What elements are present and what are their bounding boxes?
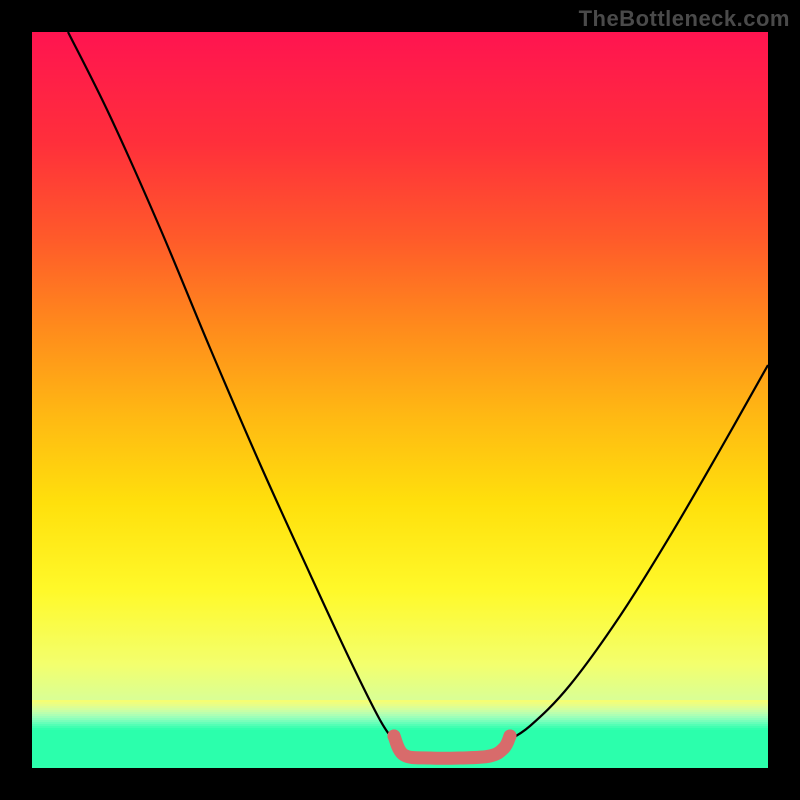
bottom-path-start-dot xyxy=(388,730,401,743)
stripe-row xyxy=(32,718,768,720)
stripe-row xyxy=(32,708,768,710)
chart-root: TheBottleneck.com xyxy=(0,0,800,800)
stripe-row xyxy=(32,702,768,704)
stripe-row xyxy=(32,726,768,728)
stripe-row xyxy=(32,724,768,726)
stripe-row xyxy=(32,720,768,722)
bottom-path-end-dot xyxy=(504,730,517,743)
stripe-row xyxy=(32,700,768,702)
stripe-row xyxy=(32,728,768,730)
stripe-row xyxy=(32,704,768,706)
stripe-row xyxy=(32,714,768,716)
stripe-row xyxy=(32,716,768,718)
stripe-row xyxy=(32,710,768,712)
stripe-row xyxy=(32,712,768,714)
gradient-background xyxy=(32,32,768,768)
stripe-row xyxy=(32,722,768,724)
chart-svg xyxy=(0,0,800,800)
stripe-row xyxy=(32,706,768,708)
